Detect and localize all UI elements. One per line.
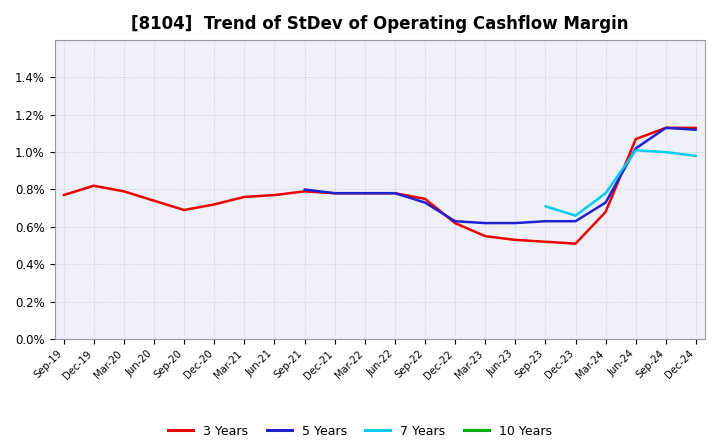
Title: [8104]  Trend of StDev of Operating Cashflow Margin: [8104] Trend of StDev of Operating Cashf… [131,15,629,33]
Legend: 3 Years, 5 Years, 7 Years, 10 Years: 3 Years, 5 Years, 7 Years, 10 Years [163,420,557,440]
